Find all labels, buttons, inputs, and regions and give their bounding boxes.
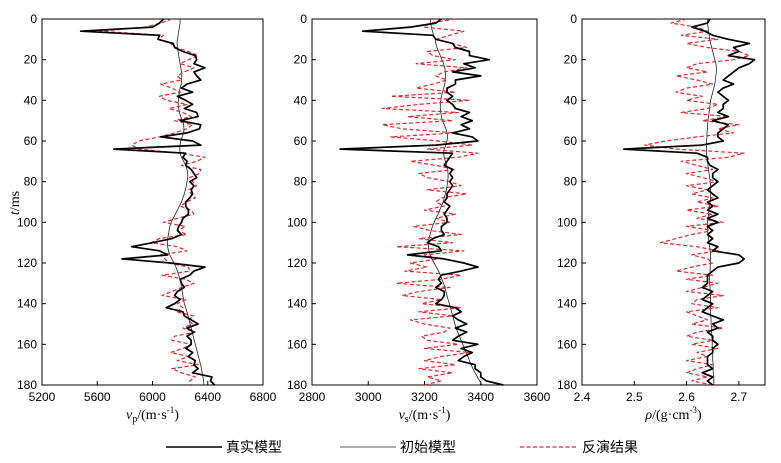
- panel-vp-xtick-label: 6000: [139, 390, 166, 404]
- panel-vs-series-real: [339, 18, 504, 386]
- panel-vp-ytick-label: 180: [17, 378, 37, 392]
- panel-rho-xtick-label: 2.6: [678, 390, 695, 404]
- panel-rho-xlabel-unit: /(g·cm: [652, 408, 689, 423]
- panel-vs-xtick-label: 3000: [355, 390, 382, 404]
- panel-rho-xtick-label: 2.4: [574, 390, 591, 404]
- panel-vs-xtick-label: 3400: [467, 390, 494, 404]
- panel-rho-series-init: [706, 19, 717, 385]
- panel-vp-ytick-label: 140: [17, 297, 37, 311]
- panel-vp-ytick-label: 20: [24, 53, 38, 67]
- panel-vs-series-init: [427, 18, 483, 386]
- panel-vs-xlabel-sub: s: [405, 414, 409, 425]
- legend-label-real: 真实模型: [226, 439, 282, 455]
- panel-vs-ytick-label: 40: [294, 93, 308, 107]
- panel-vs-ytick-label: 60: [294, 134, 308, 148]
- panel-rho-ytick-label: 160: [557, 337, 577, 351]
- panel-rho-xtick-label: 2.5: [626, 390, 643, 404]
- panel-rho-xlabel: ρ/(g·cm-3): [644, 405, 702, 423]
- panel-vs-ytick-label: 120: [287, 256, 307, 270]
- panel-rho-xlabel-sup: -3: [689, 405, 697, 415]
- panel-rho-ytick-label: 80: [564, 175, 578, 189]
- panel-rho-frame: [581, 18, 766, 386]
- panel-vp-frame: [41, 18, 264, 386]
- y-axis-label-unit: /ms: [8, 191, 23, 211]
- panel-vp-xtick-label: 5200: [29, 390, 56, 404]
- panel-vs-ytick-label: 140: [287, 297, 307, 311]
- panel-rho-ytick-label: 100: [557, 215, 577, 229]
- panel-vs-ytick-label: 80: [294, 175, 308, 189]
- panel-rho-series-inv: [644, 18, 750, 386]
- panel-vp-ytick-label: 40: [24, 93, 38, 107]
- panel-vp-xlabel-unit: /(m·s: [137, 408, 167, 423]
- panel-vp-ytick-label: 0: [30, 12, 37, 26]
- panel-vs-ytick-label: 100: [287, 215, 307, 229]
- panel-vp-xtick-label: 5600: [84, 390, 111, 404]
- panel-vs-frame: [311, 18, 538, 386]
- panel-rho-xlabel-close: ): [697, 408, 702, 423]
- panel-vp-xlabel-sup: -1: [167, 405, 175, 415]
- panel-vs-xlabel: vs/(m·s-1): [399, 405, 451, 425]
- panel-vp-xlabel-close: ): [174, 408, 179, 423]
- panel-vp-ytick-label: 100: [17, 215, 37, 229]
- panel-vp-ytick-label: 120: [17, 256, 37, 270]
- panel-vp-xtick-label: 6800: [250, 390, 277, 404]
- panel-vs-xtick-label: 3200: [411, 390, 438, 404]
- legend: 真实模型 初始模型 反演结果: [166, 439, 638, 455]
- panel-rho-ytick-label: 60: [564, 134, 578, 148]
- panel-rho-ytick-label: 20: [564, 53, 578, 67]
- panel-vs-ytick-label: 20: [294, 53, 308, 67]
- legend-label-init: 初始模型: [400, 439, 456, 455]
- panel-rho-ytick-label: 140: [557, 297, 577, 311]
- panel-vp-ytick-label: 60: [24, 134, 38, 148]
- panel-vs-xtick-label: 3600: [524, 390, 551, 404]
- legend-label-inv: 反演结果: [582, 439, 638, 455]
- panel-rho-xtick-label: 2.7: [731, 390, 748, 404]
- panel-vs-series-inv: [381, 18, 479, 386]
- panel-vp-series-init: [166, 19, 205, 386]
- panel-vp-xlabel: vp/(m·s-1): [126, 405, 179, 425]
- panel-vs-xlabel-var: v: [399, 408, 406, 423]
- panel-vp-xlabel-sub: p: [132, 414, 137, 425]
- panel-vp-ytick-label: 80: [24, 175, 38, 189]
- panel-vp-series-real: [79, 18, 216, 386]
- panel-rho-ytick-label: 120: [557, 256, 577, 270]
- panel-rho-ytick-label: 180: [557, 378, 577, 392]
- panel-vp-xtick-label: 6400: [194, 390, 221, 404]
- panel-rho-ytick-label: 40: [564, 93, 578, 107]
- panel-vp-ytick-label: 160: [17, 337, 37, 351]
- y-axis-label: t/ms: [8, 191, 23, 215]
- y-axis-label-var: t: [8, 210, 23, 215]
- panel-vs-xtick-label: 2800: [299, 390, 326, 404]
- panel-vs-xlabel-sup: -1: [438, 405, 446, 415]
- panel-rho-series-real: [622, 18, 756, 386]
- panel-vs-ytick-label: 180: [287, 378, 307, 392]
- panel-vs-xlabel-close: ): [446, 408, 451, 423]
- panel-rho-xlabel-var: ρ: [644, 408, 652, 423]
- panel-vs-xlabel-unit: /(m·s: [409, 408, 439, 423]
- panel-vp-xlabel-var: v: [126, 408, 133, 423]
- panel-vp-series-inv: [99, 18, 206, 386]
- panel-rho-ytick-label: 0: [570, 12, 577, 26]
- panel-vs-ytick-label: 0: [300, 12, 307, 26]
- panel-vs-ytick-label: 160: [287, 337, 307, 351]
